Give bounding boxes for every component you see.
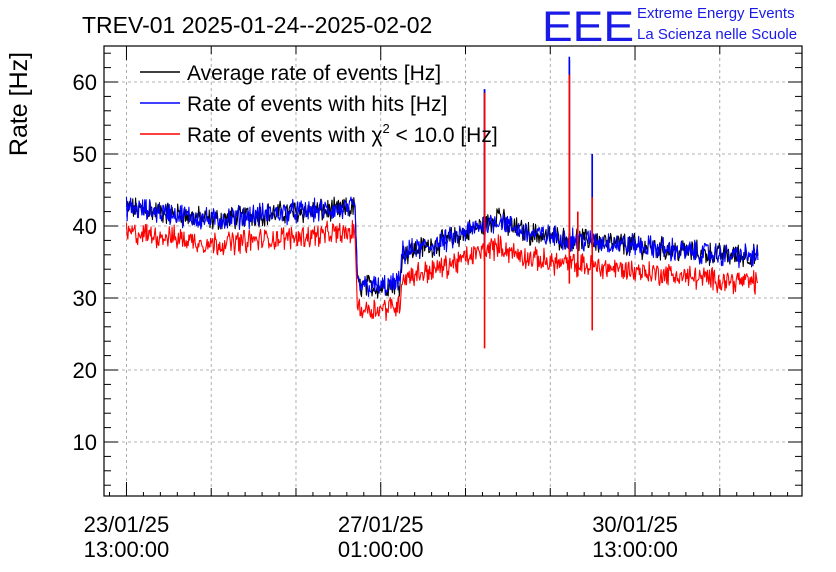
x-tick-label-time-2: 13:00:00: [592, 537, 678, 562]
series-line-hits: [125, 196, 759, 298]
axis-ticks: 10203040506023/01/2513:00:0027/01/2501:0…: [73, 46, 802, 562]
legend: Average rate of events [Hz] Rate of even…: [140, 62, 498, 147]
legend-chi2-sup: 2: [382, 121, 389, 136]
legend-label-hits: Rate of events with hits [Hz]: [187, 93, 447, 116]
legend-chi2-symbol: χ: [371, 124, 382, 147]
legend-label-chi2: Rate of events with χ2 < 10.0 [Hz]: [187, 121, 498, 147]
x-tick-label-time-1: 01:00:00: [338, 537, 424, 562]
project-line-1: Extreme Energy Events: [637, 5, 795, 22]
x-tick-label-date-1: 27/01/25: [338, 512, 424, 537]
series-chi2: [125, 74, 759, 349]
plot-frame: [103, 45, 803, 497]
x-tick-label-date-2: 30/01/25: [592, 512, 678, 537]
project-line-2: La Scienza nelle Scuole: [637, 26, 797, 43]
legend-chi2-prefix: Rate of events with: [187, 124, 371, 147]
grid-lines: [104, 46, 802, 496]
y-tick-label-50: 50: [73, 142, 97, 167]
y-tick-label-30: 30: [73, 286, 97, 311]
y-tick-label-60: 60: [73, 70, 97, 95]
chart-title: TREV-01 2025-01-24--2025-02-02: [82, 12, 432, 38]
series-layer: [125, 56, 759, 349]
y-tick-label-10: 10: [73, 430, 97, 455]
x-tick-label-date-0: 23/01/25: [84, 512, 170, 537]
eee-logo-text: EEE: [542, 3, 634, 51]
series-line-chi2: [125, 219, 759, 322]
legend-chi2-suffix: < 10.0 [Hz]: [390, 124, 498, 147]
y-tick-label-40: 40: [73, 214, 97, 239]
y-tick-label-20: 20: [73, 358, 97, 383]
eee-logo: EEE: [542, 3, 634, 51]
x-tick-label-time-0: 13:00:00: [84, 537, 170, 562]
legend-label-average: Average rate of events [Hz]: [187, 62, 441, 85]
y-axis-label: Rate [Hz]: [5, 52, 33, 156]
